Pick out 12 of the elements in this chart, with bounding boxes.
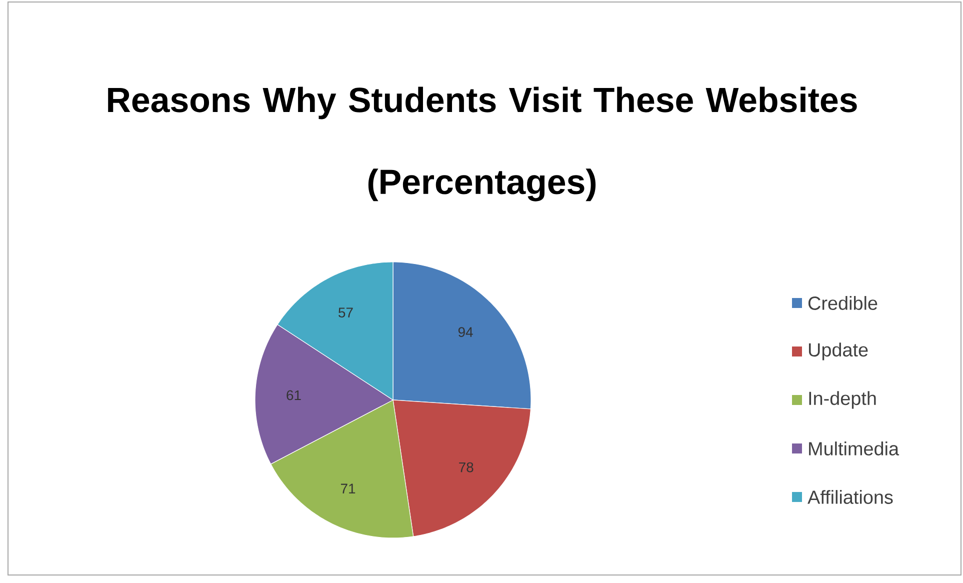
- data-label: 61: [286, 390, 301, 400]
- legend-label: Credible: [808, 296, 878, 310]
- legend-label: Update: [808, 342, 868, 360]
- legend-label: Multimedia: [809, 442, 900, 456]
- chart-subtitle: (Percentages): [368, 168, 596, 202]
- legend-label: In-depth: [809, 391, 876, 409]
- data-label: 71: [340, 484, 356, 494]
- legend-label: Affiliations: [808, 490, 893, 504]
- data-label: 94: [458, 327, 473, 337]
- chart-title: Reasons Why Students Visit These Websites: [108, 86, 857, 120]
- data-label: 57: [338, 308, 353, 318]
- data-label: 78: [459, 462, 474, 472]
